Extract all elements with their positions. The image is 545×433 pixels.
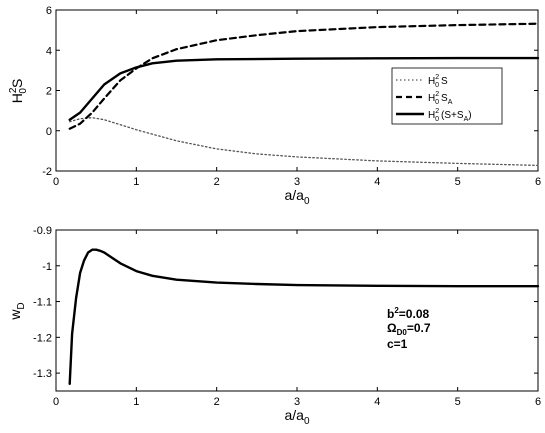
top-x-axis-label: a/a0 — [284, 187, 309, 207]
bottom-y-axis-label: wD — [7, 302, 27, 320]
top-y-tick-label: 0 — [46, 126, 52, 138]
bottom-y-tick-label: -1.1 — [33, 297, 52, 309]
legend: H2 0 S H2 0 SA H2 0 (S+SA) — [391, 67, 503, 125]
leg3-tail-end: ) — [468, 110, 471, 121]
top-series-line-2 — [68, 22, 540, 130]
top-y-tick-label: -2 — [42, 166, 52, 178]
bottom-xlabel-sub: 0 — [304, 416, 310, 427]
bottom-x-tick-label: 1 — [133, 396, 139, 408]
bottom-x-tick-label: 2 — [214, 396, 220, 408]
leg2-sub: 0 — [435, 99, 439, 106]
bottom-xlabel-base: a/a — [284, 407, 304, 423]
ann-omega-rest: =0.7 — [407, 321, 431, 335]
bottom-ticks: 0 1 2 3 4 5 6 -1.3 -1.2 -1.1 -1 -0.9 — [33, 225, 541, 408]
top-x-tick-label: 6 — [535, 176, 541, 188]
bottom-x-tick-label: 4 — [374, 396, 380, 408]
leg2-tail-sub: A — [448, 99, 453, 106]
top-series-line-3 — [68, 56, 540, 121]
top-series-line-1 — [69, 117, 539, 167]
annotation-c: c=1 — [387, 337, 408, 351]
leg1-tail: S — [441, 76, 448, 87]
bottom-ylabel-sub: D — [16, 302, 27, 309]
bottom-y-tick-label: -1.2 — [33, 332, 52, 344]
top-ylabel-tail: S — [9, 79, 25, 88]
ann-b-rest: =0.08 — [399, 307, 430, 321]
bottom-y-tick-label: -1 — [42, 261, 52, 273]
leg1-base: H — [428, 76, 435, 87]
bottom-y-tick-label: -1.3 — [33, 368, 52, 380]
top-y-tick-label: 6 — [46, 5, 52, 17]
leg3-sup: 2 — [435, 108, 439, 115]
top-series — [68, 22, 540, 167]
top-ylabel-sup: 2 — [8, 87, 19, 93]
top-x-tick-label: 0 — [53, 176, 59, 188]
leg2-base: H — [428, 93, 435, 104]
bottom-y-tick-label: -0.9 — [33, 225, 52, 237]
bottom-x-tick-label: 5 — [455, 396, 461, 408]
annotation-omega: ΩD0=0.7 — [387, 321, 431, 337]
top-y-tick-label: 4 — [46, 45, 52, 57]
ann-b-sup: 2 — [394, 306, 399, 315]
bottom-x-tick-label: 6 — [535, 396, 541, 408]
top-ylabel-sub: 0 — [18, 88, 29, 94]
annotation-b2: b2=0.08 — [387, 306, 429, 321]
ann-omega-base: Ω — [387, 321, 397, 335]
leg3-base: H — [428, 110, 435, 121]
bottom-ylabel-base: w — [7, 309, 23, 321]
ann-omega-sub: D0 — [397, 328, 408, 337]
bottom-plot-frame — [55, 229, 539, 392]
leg1-sub: 0 — [435, 82, 439, 89]
top-x-tick-label: 4 — [374, 176, 380, 188]
bottom-x-tick-label: 0 — [53, 396, 59, 408]
leg3-tail-sub: A — [464, 116, 469, 123]
top-x-tick-label: 3 — [294, 176, 300, 188]
top-xlabel-base: a/a — [284, 187, 304, 203]
legend-entry-1: H2 0 S — [428, 74, 448, 89]
top-x-tick-label: 1 — [133, 176, 139, 188]
leg3-sub: 0 — [435, 116, 439, 123]
legend-entry-3: H2 0 (S+SA) — [428, 108, 472, 123]
bottom-x-axis-label: a/a0 — [284, 407, 309, 427]
ann-b-base: b — [387, 307, 394, 321]
leg2-sup: 2 — [435, 91, 439, 98]
top-x-tick-label: 2 — [214, 176, 220, 188]
bottom-x-tick-label: 3 — [294, 396, 300, 408]
top-x-tick-label: 5 — [455, 176, 461, 188]
top-xlabel-sub: 0 — [304, 196, 310, 207]
leg2-tail: S — [441, 93, 448, 104]
bottom-series — [68, 248, 540, 385]
top-y-axis-label: H20S — [8, 79, 29, 104]
bottom-panel: 0 1 2 3 4 5 6-1.3-1.2-1.1-1-0.9 wD a/a0 b2=0.0… — [7, 225, 541, 427]
leg1-sup: 2 — [435, 74, 439, 81]
top-ylabel-base: H — [9, 93, 25, 103]
bottom-series-line-1 — [68, 248, 540, 385]
leg3-tail: (S+S — [441, 110, 464, 121]
legend-entry-2: H2 0 SA — [428, 91, 453, 106]
top-y-tick-label: 2 — [46, 86, 52, 98]
